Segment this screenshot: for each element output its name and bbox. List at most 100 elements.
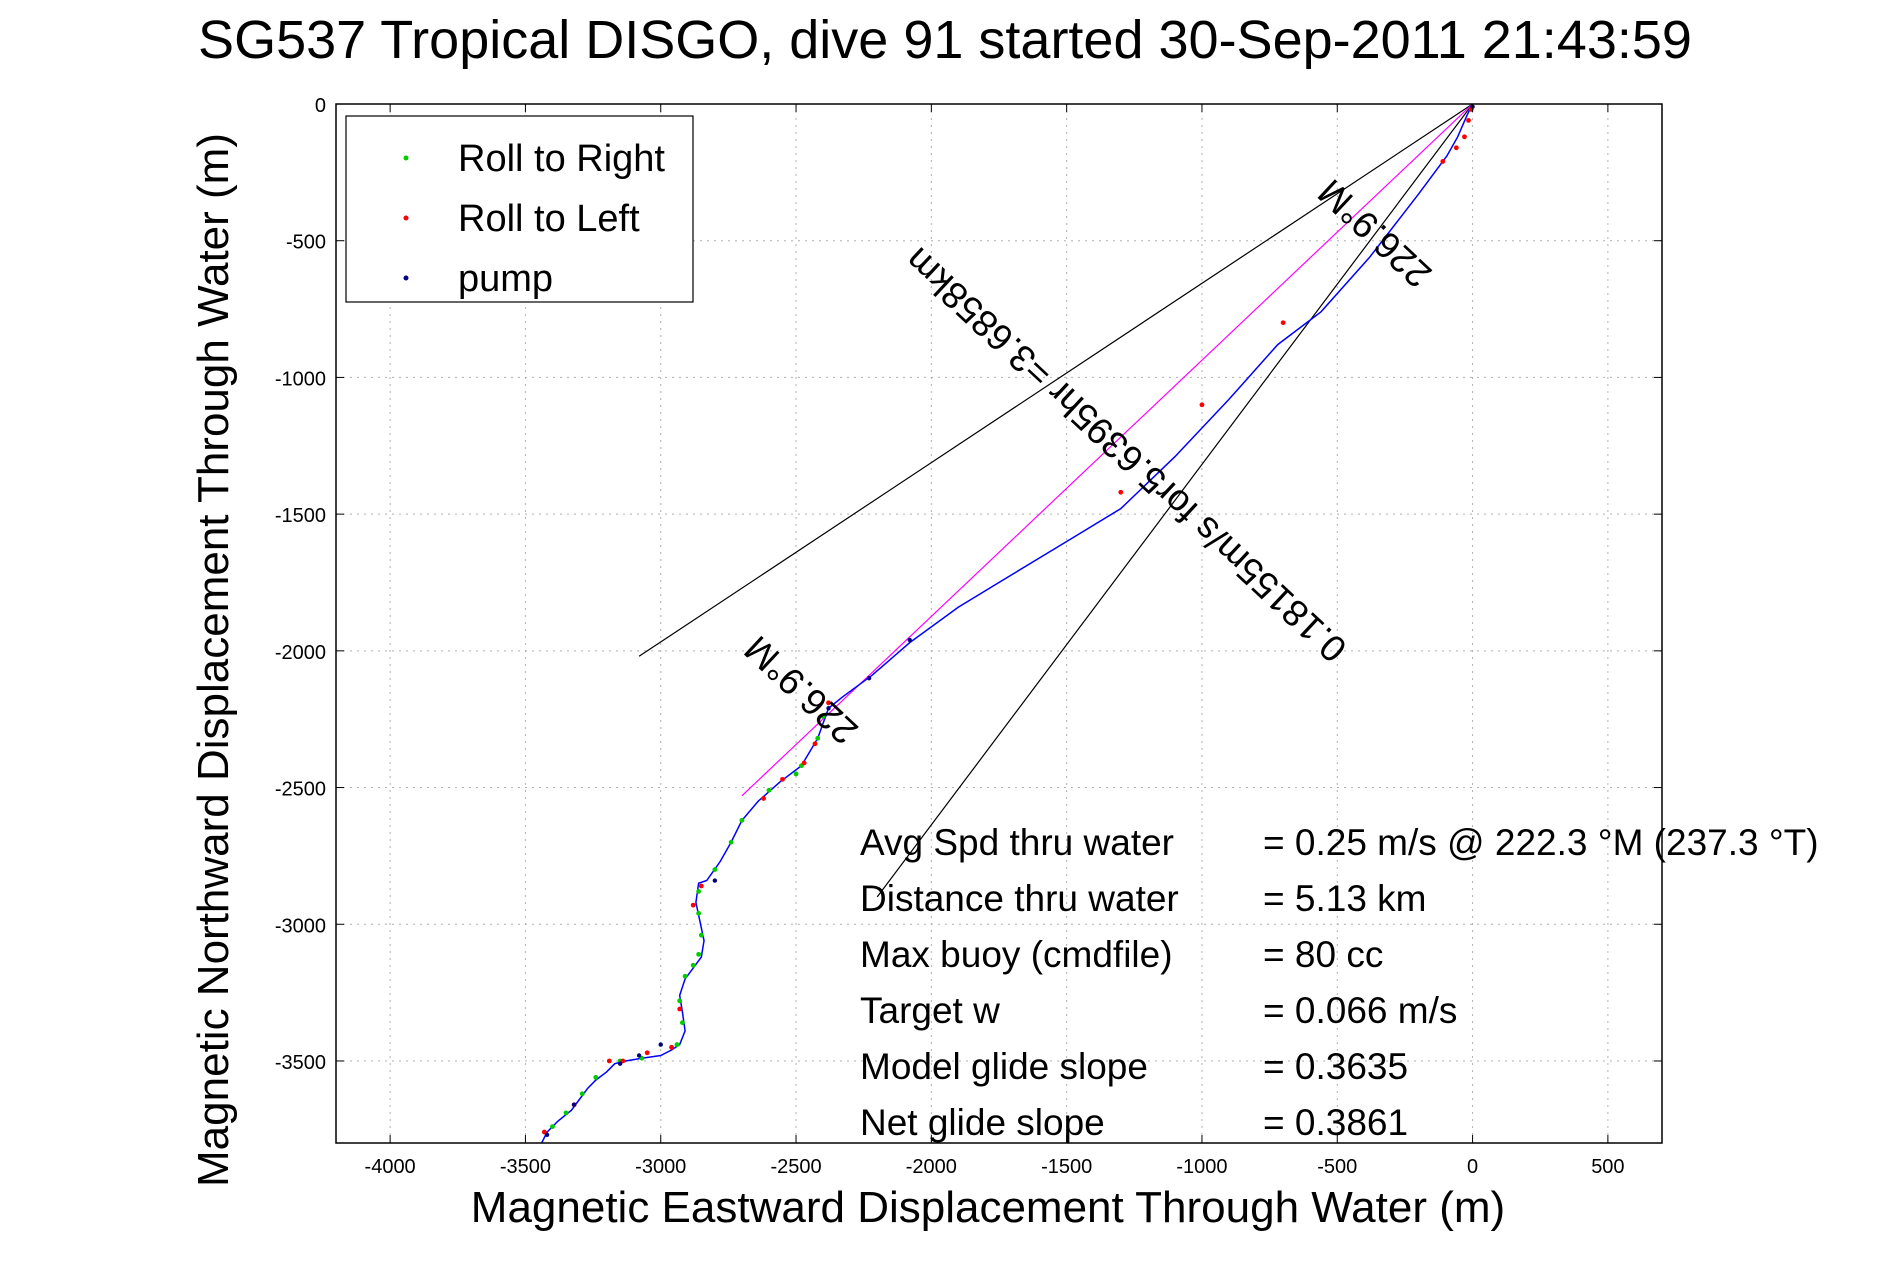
stat-value: = 5.13 km: [1263, 878, 1427, 919]
roll-left-point: [606, 1058, 612, 1064]
roll-left-point: [812, 741, 818, 747]
roll-right-point: [674, 1042, 680, 1047]
track-annotation: 226.9°M: [737, 628, 866, 752]
stat-value: = 0.3635: [1263, 1046, 1408, 1087]
roll-left-point: [780, 776, 785, 782]
y-tick-label: -1500: [275, 505, 326, 527]
roll-right-point: [820, 714, 826, 719]
y-tick-label: -2000: [275, 642, 326, 664]
roll-left-point: [677, 1006, 683, 1012]
roll-left-point: [826, 700, 831, 706]
roll-right-point: [696, 910, 702, 916]
stat-label: Model glide slope: [860, 1046, 1148, 1087]
heading-cone: [638, 103, 1474, 898]
roll-left-point: [801, 760, 807, 766]
y-tick-label: -1000: [275, 368, 326, 390]
y-tick-label: -500: [286, 232, 326, 254]
roll-right-point: [698, 932, 704, 938]
heading-cone-line: [638, 103, 1473, 657]
heading-line: [741, 103, 1473, 797]
pump-point: [826, 706, 831, 711]
x-tick-label: 500: [1591, 1156, 1624, 1178]
x-tick-label: -1500: [1041, 1156, 1092, 1178]
roll-right-point: [696, 889, 702, 894]
stat-label: Distance thru water: [860, 878, 1179, 919]
roll-left-point: [1440, 159, 1446, 164]
legend-label: pump: [458, 258, 553, 300]
x-tick-label: -2500: [770, 1156, 821, 1178]
legend-box: [345, 115, 694, 303]
roll-left-point: [761, 796, 766, 801]
x-tick-label: -3500: [500, 1156, 551, 1178]
roll-left-point: [1466, 118, 1471, 123]
y-tick-label: -3500: [275, 1052, 326, 1074]
roll-right-point: [712, 867, 718, 872]
roll-right-point: [690, 962, 696, 968]
ticks: -4000 -3500 -3000 -2500 -2000 -1500 -1000 -500 0…: [275, 95, 1662, 1178]
legend: Roll to Right Roll to Left pump: [345, 115, 694, 303]
roll-left-point: [644, 1050, 650, 1056]
legend-marker: [403, 155, 409, 161]
roll-left-point: [669, 1044, 674, 1050]
stat-value: = 0.066 m/s: [1263, 990, 1457, 1031]
roll-right-point: [739, 817, 745, 823]
y-axis-label: Magnetic Northward Displacement Through …: [189, 133, 238, 1187]
pump-point: [712, 878, 718, 883]
roll-right-point: [579, 1091, 585, 1097]
roll-left-point: [698, 883, 704, 889]
x-tick-label: -3000: [635, 1156, 686, 1178]
stat-value: = 0.25 m/s @ 222.3 °M (237.3 °T): [1263, 822, 1819, 863]
track-annotation: 0.18155m/s for5.6395hr =3.6858km: [897, 240, 1354, 670]
stat-label: Net glide slope: [860, 1102, 1105, 1143]
pump-point: [636, 1053, 642, 1058]
x-tick-label: -500: [1317, 1156, 1357, 1178]
x-tick-label: 0: [1467, 1156, 1478, 1178]
roll-left-point: [1280, 320, 1286, 326]
x-tick-label: -1000: [1176, 1156, 1227, 1178]
roll-right-point: [679, 1020, 685, 1026]
roll-right-point: [563, 1110, 569, 1116]
plot-frame: [335, 103, 1663, 1144]
roll-left-point: [1453, 145, 1459, 151]
roll-right-point: [793, 771, 799, 777]
legend-marker: [403, 275, 409, 281]
x-tick-label: -4000: [365, 1156, 416, 1178]
legend-marker: [403, 215, 409, 221]
stat-label: Avg Spd thru water: [860, 822, 1174, 863]
roll-right-point: [593, 1074, 599, 1080]
y-tick-label: -2500: [275, 779, 326, 801]
roll-right-point: [677, 998, 683, 1004]
pump-point: [544, 1132, 550, 1137]
roll-right-point: [550, 1124, 555, 1129]
roll-right-point: [728, 839, 734, 845]
roll-right-point: [766, 787, 772, 793]
track-annotation: 226.9°M: [1310, 171, 1439, 295]
stat-value: = 0.3861: [1263, 1102, 1408, 1143]
roll-left-point: [1462, 134, 1467, 140]
roll-left-point: [1199, 402, 1205, 408]
y-tick-label: 0: [315, 95, 326, 117]
roll-right-point: [696, 951, 702, 957]
roll-left-point: [690, 902, 696, 908]
pump-point: [907, 637, 912, 643]
pump-point: [658, 1042, 663, 1047]
roll-right-point: [682, 973, 688, 979]
roll-right-point: [815, 735, 821, 741]
stat-label: Target w: [860, 990, 1000, 1031]
x-axis-label: Magnetic Eastward Displacement Through W…: [471, 1183, 1505, 1232]
legend-label: Roll to Left: [458, 198, 640, 240]
legend-label: Roll to Right: [458, 138, 665, 180]
stats-block: Avg Spd thru water = 0.25 m/s @ 222.3 °M …: [860, 822, 1819, 1143]
grid: [336, 103, 1662, 1143]
x-tick-label: -2000: [906, 1156, 957, 1178]
chart-title: SG537 Tropical DISGO, dive 91 started 30…: [198, 10, 1692, 70]
roll-left-point: [1118, 489, 1124, 495]
pump-point: [866, 675, 872, 681]
stat-value: = 80 cc: [1263, 934, 1383, 975]
pump-point: [617, 1061, 623, 1066]
stat-label: Max buoy (cmdfile): [860, 934, 1173, 975]
heading-cone-line: [876, 103, 1474, 898]
series: [540, 104, 1475, 1143]
